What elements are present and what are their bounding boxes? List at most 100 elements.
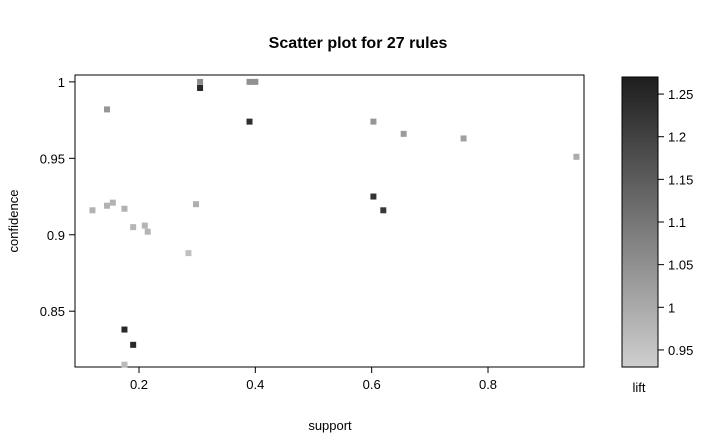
legend-gradient-step (622, 236, 658, 240)
legend-gradient-step (622, 260, 658, 264)
data-point (400, 130, 407, 137)
legend-gradient-step (622, 84, 658, 88)
y-tick-label: 0.95 (40, 151, 65, 166)
legend-gradient-step (622, 309, 658, 313)
legend-gradient-step (622, 364, 658, 368)
legend-gradient-step (622, 159, 658, 163)
legend-gradient-step (622, 195, 658, 199)
legend-gradient-step (622, 173, 658, 177)
legend-gradient-step (622, 323, 658, 327)
data-point (192, 201, 199, 208)
legend-gradient-step (622, 272, 658, 276)
legend-gradient-step (622, 193, 658, 197)
legend-gradient-step (622, 178, 658, 182)
legend-gradient-step (622, 164, 658, 168)
legend-gradient-step (622, 330, 658, 334)
legend-gradient-step (622, 205, 658, 209)
legend-gradient-step (622, 255, 658, 259)
legend-gradient-step (622, 318, 658, 322)
x-tick-label: 0.6 (363, 377, 381, 392)
legend-gradient-step (622, 135, 658, 139)
legend-gradient-step (622, 103, 658, 107)
legend-tick-label: 1.15 (668, 172, 693, 187)
legend-gradient-step (622, 188, 658, 192)
data-point (185, 250, 192, 257)
legend-gradient-step (622, 149, 658, 153)
legend-gradient-step (622, 132, 658, 136)
legend-tick-label: 1 (668, 300, 675, 315)
legend-gradient-step (622, 241, 658, 245)
legend-gradient-step (622, 115, 658, 119)
data-point (130, 224, 137, 231)
data-point (252, 78, 259, 85)
legend-gradient-step (622, 207, 658, 211)
legend-gradient-step (622, 270, 658, 274)
legend-gradient-step (622, 284, 658, 288)
legend-gradient-step (622, 282, 658, 286)
data-point (144, 228, 151, 235)
legend-gradient-step (622, 180, 658, 184)
data-point (121, 361, 128, 368)
legend-gradient-step (622, 265, 658, 269)
legend-gradient-step (622, 168, 658, 172)
data-point (130, 341, 137, 348)
legend-gradient-step (622, 200, 658, 204)
legend-gradient-step (622, 267, 658, 271)
legend-gradient-step (622, 350, 658, 354)
legend-gradient-step (622, 161, 658, 165)
legend-gradient-step (622, 209, 658, 213)
data-point (89, 207, 96, 214)
legend-gradient-step (622, 253, 658, 257)
legend-gradient-step (622, 101, 658, 105)
legend-gradient-step (622, 313, 658, 317)
legend-gradient-step (622, 301, 658, 305)
legend-gradient-step (622, 156, 658, 160)
data-point (121, 326, 128, 333)
data-point (141, 222, 148, 229)
data-point (103, 202, 110, 209)
legend-gradient-step (622, 296, 658, 300)
legend-gradient-step (622, 217, 658, 221)
legend-gradient-step (622, 222, 658, 226)
legend-gradient-step (622, 362, 658, 366)
legend-gradient-step (622, 122, 658, 126)
legend-gradient-step (622, 280, 658, 284)
legend-gradient-step (622, 130, 658, 134)
plot-frame (74, 74, 585, 368)
legend-gradient-step (622, 311, 658, 315)
legend-gradient-step (622, 96, 658, 100)
legend-gradient-step (622, 125, 658, 129)
legend-gradient-step (622, 202, 658, 206)
legend-gradient-step (622, 224, 658, 228)
legend-gradient-step (622, 304, 658, 308)
legend-tick-label: 0.95 (668, 343, 693, 358)
legend-gradient-step (622, 110, 658, 114)
legend-gradient-step (622, 226, 658, 230)
data-point (121, 205, 128, 212)
data-point (246, 118, 253, 125)
legend-gradient-step (622, 229, 658, 233)
legend-gradient-step (622, 190, 658, 194)
plot-area: 0.2 0.4 0.6 0.8 0.85 0.9 0.95 1 (40, 74, 585, 392)
legend-gradient-step (622, 137, 658, 141)
legend-gradient-step (622, 238, 658, 242)
legend-gradient-step (622, 176, 658, 180)
legend-gradient-step (622, 347, 658, 351)
legend-gradient-step (622, 333, 658, 337)
legend-gradient-step (622, 144, 658, 148)
legend-label: lift (633, 380, 646, 395)
legend-gradient-step (622, 81, 658, 85)
x-axis-label: support (308, 418, 352, 433)
legend-gradient-step (622, 113, 658, 117)
legend-gradient-step (622, 89, 658, 93)
legend-tick-label: 1.2 (668, 130, 686, 145)
legend-tick-label: 1.1 (668, 215, 686, 230)
legend-gradient-step (622, 151, 658, 155)
legend-gradient-step (622, 299, 658, 303)
legend-gradient-step (622, 338, 658, 342)
legend-gradient-step (622, 139, 658, 143)
legend-gradient-step (622, 127, 658, 131)
legend-gradient-step (622, 154, 658, 158)
data-point (103, 106, 110, 113)
